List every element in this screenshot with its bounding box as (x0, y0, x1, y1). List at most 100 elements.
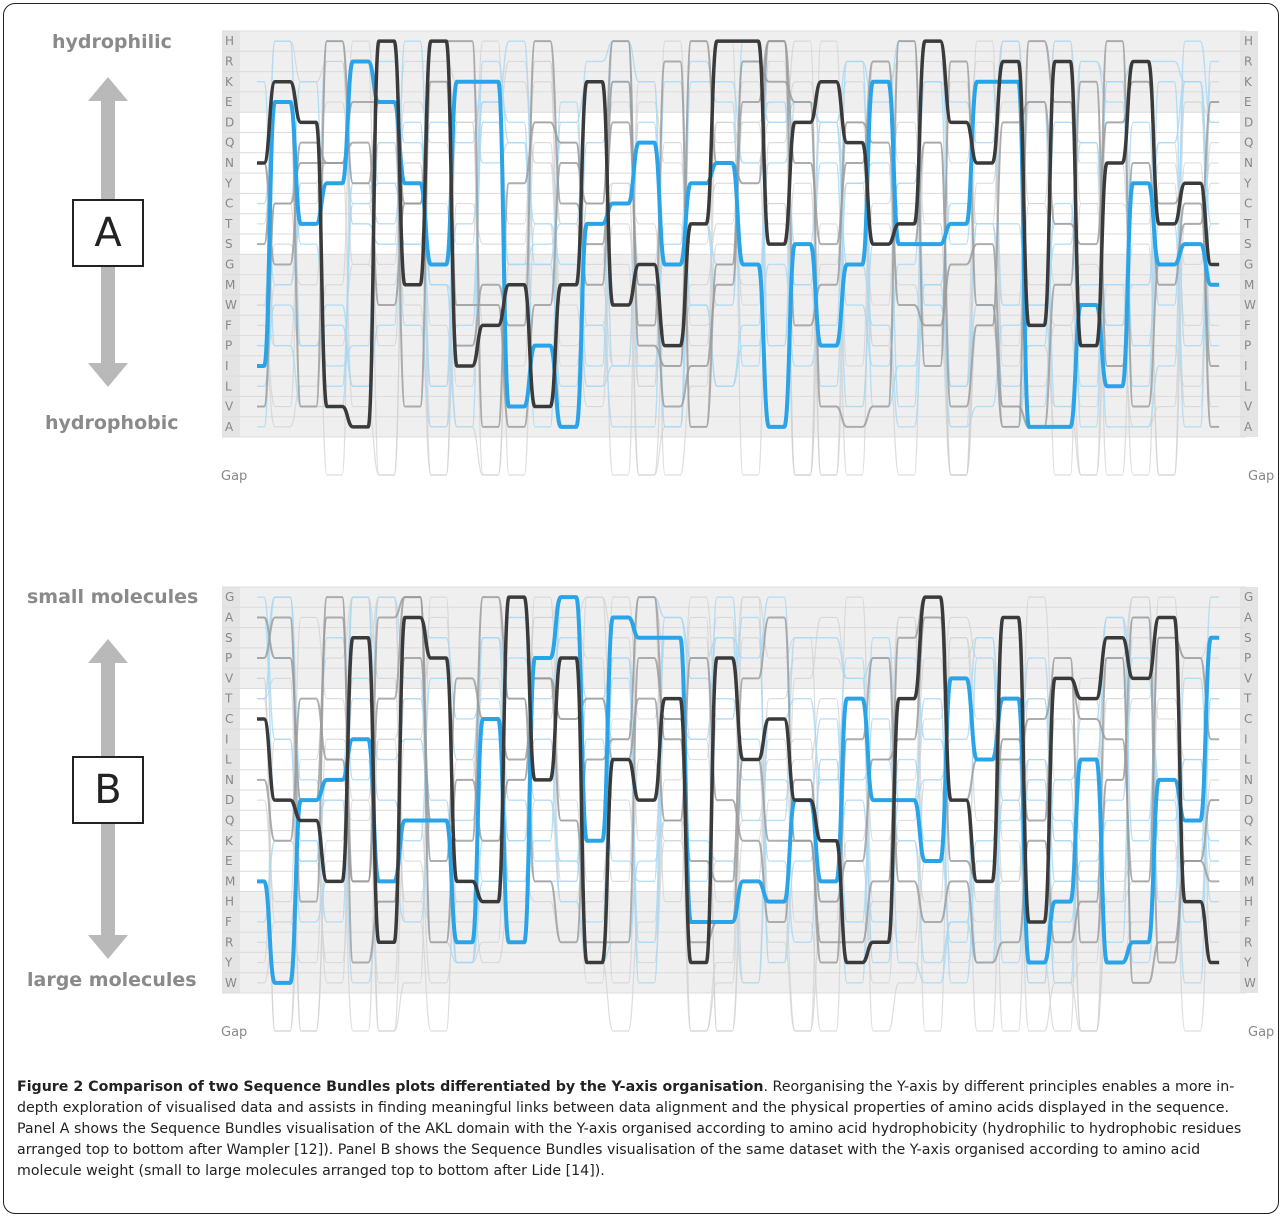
sequence-line (257, 59, 1220, 429)
panel-b-bottom-label: large molecules (27, 969, 197, 991)
residue-label-left: C (225, 197, 233, 211)
panel-b-letter-box: B (72, 756, 144, 824)
residue-label-right: K (1244, 75, 1253, 89)
residue-label-left: F (225, 318, 232, 332)
residue-label-right: Q (1244, 813, 1253, 827)
figure-caption: Figure 2 Comparison of two Sequence Bund… (17, 1077, 1269, 1182)
residue-label-left: P (225, 651, 232, 665)
residue-label-right: A (1244, 610, 1253, 624)
sequence-line (257, 40, 1220, 428)
residue-label-right: P (1244, 339, 1251, 353)
residue-label-right: H (1244, 34, 1253, 48)
residue-label-right: H (1244, 895, 1253, 909)
residue-label-right: R (1244, 935, 1252, 949)
residue-label-left: V (225, 671, 234, 685)
residue-label-left: G (225, 590, 234, 604)
residue-label-right: N (1244, 773, 1253, 787)
residue-label-left: Q (225, 136, 234, 150)
residue-label-left: I (225, 359, 229, 373)
residue-label-left: R (225, 935, 233, 949)
residue-label-right: L (1244, 379, 1251, 393)
residue-label-left: V (225, 400, 234, 414)
residue-label-left: H (225, 34, 234, 48)
residue-label-right: E (1244, 854, 1252, 868)
residue-label-left: K (225, 75, 234, 89)
sequence-line (257, 40, 1220, 428)
residue-label-left: K (225, 834, 234, 848)
residue-label-right: W (1244, 976, 1256, 990)
residue-label-left: P (225, 339, 232, 353)
residue-label-right: G (1244, 590, 1253, 604)
residue-label-left: C (225, 712, 233, 726)
residue-label-right: D (1244, 793, 1253, 807)
residue-label-left: F (225, 915, 232, 929)
sequence-line (257, 595, 1220, 985)
caption-title: Figure 2 Comparison of two Sequence Bund… (17, 1079, 764, 1095)
gap-label-right: Gap (1248, 469, 1274, 484)
residue-label-left: E (225, 95, 233, 109)
gap-label-left: Gap (221, 469, 247, 484)
sequence-bundles-plots: H HR RK KE ED DQ QN NY YC CT TS SG GM MW WF FP PI IL LV VA A… (221, 30, 1274, 1040)
panel-b-top-label: small molecules (27, 586, 199, 608)
residue-label-left: G (225, 257, 234, 271)
caption-body: . Reorganising the Y-axis by different p… (17, 1079, 1242, 1179)
sequence-line (257, 595, 1220, 965)
residue-label-right: C (1244, 712, 1252, 726)
residue-label-right: L (1244, 753, 1251, 767)
sequence-line (257, 40, 1220, 428)
residue-label-right: Q (1244, 136, 1253, 150)
sequence-line (257, 40, 1220, 428)
residue-label-left: S (225, 631, 233, 645)
residue-label-right: I (1244, 732, 1248, 746)
residue-label-right: E (1244, 95, 1252, 109)
residue-label-left: H (225, 895, 234, 909)
residue-label-left: T (224, 692, 233, 706)
residue-label-left: L (225, 379, 232, 393)
residue-label-right: V (1244, 671, 1253, 685)
residue-label-right: M (1244, 874, 1254, 888)
residue-label-left: S (225, 237, 233, 251)
residue-label-right: C (1244, 197, 1252, 211)
residue-label-right: P (1244, 651, 1251, 665)
residue-label-right: A (1244, 420, 1253, 434)
panel-a-top-label: hydrophilic (52, 31, 172, 53)
residue-label-right: Y (1243, 176, 1252, 190)
panel-a-letter-box: A (72, 199, 144, 267)
residue-label-right: F (1244, 318, 1251, 332)
residue-label-right: M (1244, 278, 1254, 292)
residue-label-left: T (224, 217, 233, 231)
residue-label-right: K (1244, 834, 1253, 848)
figure-frame (3, 3, 1279, 1214)
residue-label-left: N (225, 156, 234, 170)
residue-label-left: A (225, 610, 234, 624)
residue-label-left: R (225, 54, 233, 68)
residue-label-left: L (225, 753, 232, 767)
residue-label-left: Y (224, 956, 233, 970)
sequence-line (257, 596, 1220, 984)
residue-label-left: Q (225, 813, 234, 827)
residue-label-right: Y (1243, 956, 1252, 970)
residue-label-right: V (1244, 400, 1253, 414)
residue-label-left: D (225, 793, 234, 807)
residue-label-left: I (225, 732, 229, 746)
residue-label-right: D (1244, 115, 1253, 129)
residue-label-right: S (1244, 631, 1252, 645)
residue-label-left: D (225, 115, 234, 129)
residue-label-left: A (225, 420, 234, 434)
residue-label-right: N (1244, 156, 1253, 170)
residue-label-left: M (225, 278, 235, 292)
residue-label-left: W (225, 298, 237, 312)
residue-label-right: T (1243, 692, 1252, 706)
residue-label-right: F (1244, 915, 1251, 929)
residue-label-left: Y (224, 176, 233, 190)
gap-label-left: Gap (221, 1025, 247, 1040)
residue-label-left: E (225, 854, 233, 868)
residue-label-right: W (1244, 298, 1256, 312)
residue-label-right: G (1244, 257, 1253, 271)
residue-label-right: T (1243, 217, 1252, 231)
residue-label-left: W (225, 976, 237, 990)
sequence-line (257, 596, 1220, 984)
gap-label-right: Gap (1248, 1025, 1274, 1040)
panel-a-bottom-label: hydrophobic (45, 412, 179, 434)
residue-label-right: R (1244, 54, 1252, 68)
